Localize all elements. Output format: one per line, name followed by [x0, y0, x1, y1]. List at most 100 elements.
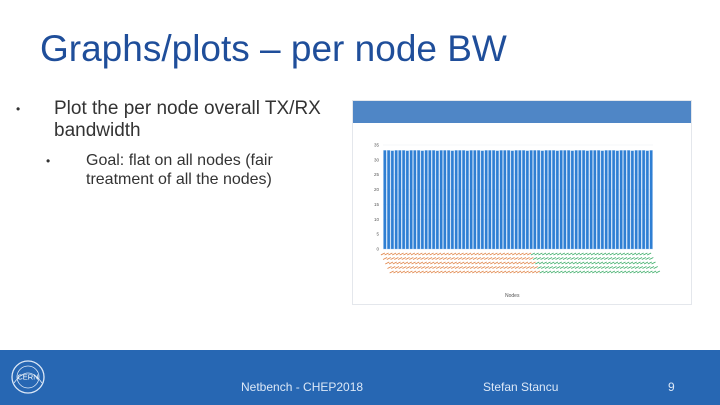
- bar: [495, 150, 499, 250]
- x-tick-label-mark: [641, 257, 647, 260]
- x-tick-label-mark: [640, 261, 645, 265]
- bar: [615, 150, 619, 250]
- x-tick-label-mark: [648, 270, 653, 274]
- x-tick-label-mark: [590, 252, 596, 256]
- x-tick-label-mark: [597, 266, 602, 269]
- footer-bar: CERN Netbench - CHEP2018 Stefan Stancu 9: [0, 350, 720, 405]
- x-tick-label-mark: [448, 261, 454, 265]
- x-tick-label-mark: [588, 270, 593, 274]
- x-tick-label-mark: [394, 257, 399, 260]
- bar: [578, 150, 582, 250]
- x-tick-label-mark: [595, 261, 600, 265]
- x-tick-label-mark: [451, 266, 456, 269]
- x-tick-label-mark: [499, 257, 504, 260]
- x-tick-label-mark: [592, 257, 598, 260]
- x-tick-label-mark: [462, 266, 467, 269]
- x-tick-label-mark: [403, 252, 408, 256]
- bar: [630, 150, 634, 250]
- x-tick-label-mark: [568, 261, 574, 265]
- x-tick-label-mark: [598, 261, 604, 265]
- bullet-marker: •: [16, 102, 21, 116]
- x-tick-label-mark: [494, 270, 499, 274]
- x-tick-label-mark: [649, 257, 654, 260]
- x-tick-label-mark: [594, 252, 599, 256]
- bar: [529, 150, 533, 250]
- x-tick-label-mark: [442, 257, 448, 260]
- x-tick-label-mark: [426, 270, 432, 274]
- x-tick-label-mark: [498, 270, 503, 274]
- bar: [552, 150, 556, 250]
- x-tick-label-mark: [395, 252, 401, 256]
- x-tick-label-mark: [564, 252, 569, 256]
- chart-plot: 0 5 10 15 20 25 30 35: [374, 143, 661, 274]
- x-tick-label-mark: [619, 257, 624, 260]
- x-tick-label-mark: [406, 252, 412, 256]
- bar: [488, 150, 492, 250]
- x-tick-label-mark: [516, 261, 521, 265]
- x-tick-label-mark: [636, 261, 641, 265]
- x-tick-label-mark: [451, 252, 457, 256]
- x-tick-label-mark: [424, 257, 429, 260]
- bar: [383, 150, 387, 250]
- x-tick-label-mark: [536, 257, 542, 260]
- x-tick-label-mark: [447, 266, 452, 269]
- x-tick-label-mark: [634, 266, 640, 269]
- x-tick-label-mark: [535, 261, 540, 265]
- x-tick-label-mark: [647, 261, 652, 265]
- x-tick-label-mark: [382, 257, 388, 260]
- x-tick-label-mark: [615, 257, 620, 260]
- x-tick-label-mark: [646, 266, 651, 269]
- x-tick-label-mark: [478, 252, 483, 256]
- x-tick-label-mark: [474, 252, 479, 256]
- x-tick-label-mark: [512, 261, 517, 265]
- x-tick-label-mark: [445, 270, 451, 274]
- x-tick-label-mark: [643, 261, 649, 265]
- x-tick-label-mark: [507, 266, 512, 269]
- x-tick-label-mark: [562, 257, 568, 260]
- x-tick-label-mark: [616, 252, 622, 256]
- x-tick-label-mark: [428, 266, 433, 269]
- x-tick-label-mark: [616, 266, 621, 269]
- bar: [642, 150, 646, 250]
- x-tick-label-mark: [601, 266, 606, 269]
- bar: [458, 150, 462, 250]
- y-tick-label: 15: [374, 202, 380, 207]
- x-tick-label-mark: [591, 270, 597, 274]
- x-tick-label-mark: [541, 252, 547, 256]
- y-tick-label: 30: [374, 157, 380, 162]
- x-tick-label-mark: [547, 257, 553, 260]
- x-tick-label-mark: [402, 266, 407, 269]
- x-tick-label-mark: [516, 270, 522, 274]
- x-tick-label-mark: [556, 266, 561, 269]
- x-tick-label-mark: [653, 266, 658, 269]
- x-tick-label-mark: [386, 257, 392, 260]
- bar: [510, 150, 514, 250]
- x-tick-label-mark: [388, 261, 394, 265]
- logo-text: CERN: [17, 373, 38, 382]
- x-tick-label-mark: [580, 270, 586, 274]
- x-tick-label-mark: [492, 266, 497, 269]
- bar: [645, 150, 649, 250]
- x-tick-label-mark: [423, 270, 428, 274]
- x-tick-label-mark: [463, 261, 469, 265]
- x-tick-label-mark: [620, 252, 626, 256]
- x-tick-label-mark: [580, 261, 585, 265]
- x-tick-label-mark: [485, 252, 491, 256]
- bar: [439, 150, 443, 250]
- x-tick-label-mark: [464, 270, 469, 274]
- x-tick-label-mark: [589, 266, 595, 269]
- x-tick-label-mark: [458, 266, 463, 269]
- x-tick-label-mark: [574, 266, 580, 269]
- x-tick-label-mark: [587, 261, 592, 265]
- x-tick-label-mark: [396, 270, 402, 274]
- x-tick-label-mark: [583, 252, 588, 256]
- bar: [432, 150, 436, 250]
- x-tick-label-mark: [509, 270, 514, 274]
- x-tick-label-mark: [583, 261, 589, 265]
- x-tick-label-mark: [553, 261, 559, 265]
- x-tick-label-mark: [463, 252, 468, 256]
- x-tick-label-mark: [529, 257, 534, 260]
- x-tick-label-mark: [581, 257, 587, 260]
- bar: [454, 150, 458, 250]
- x-tick-label-mark: [392, 261, 397, 265]
